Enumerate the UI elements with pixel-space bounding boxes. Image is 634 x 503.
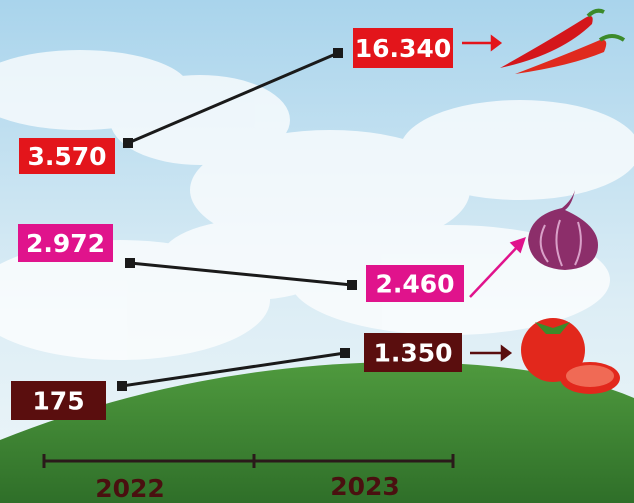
slope-line — [121, 351, 346, 388]
onion-icon — [528, 190, 598, 270]
point-marker — [333, 48, 343, 58]
value-label: 1.350 — [373, 339, 452, 368]
point-marker — [125, 258, 135, 268]
value-label-box — [364, 333, 462, 372]
value-label: 16.340 — [355, 34, 451, 63]
value-label-box — [19, 138, 115, 174]
point-marker — [117, 381, 127, 391]
value-label: 3.570 — [27, 142, 106, 171]
point-marker — [347, 280, 357, 290]
slope-line — [129, 261, 353, 287]
value-label: 2.460 — [375, 270, 454, 299]
value-label-box — [353, 28, 453, 68]
value-label: 175 — [32, 387, 84, 416]
point-marker — [340, 348, 350, 358]
value-label-box — [366, 265, 464, 302]
tomato-icon — [521, 318, 620, 394]
value-label: 2.972 — [26, 229, 105, 258]
arrows — [462, 34, 526, 362]
point-marker — [123, 138, 133, 148]
value-label-box — [11, 381, 106, 420]
hill — [0, 361, 634, 503]
x-tick-label: 2023 — [330, 472, 400, 501]
chili-icon — [500, 8, 626, 74]
clouds — [0, 50, 634, 360]
slope-line — [127, 51, 339, 145]
time-axis — [42, 454, 455, 468]
value-label-box — [18, 224, 113, 262]
x-tick-label: 2022 — [95, 474, 165, 503]
